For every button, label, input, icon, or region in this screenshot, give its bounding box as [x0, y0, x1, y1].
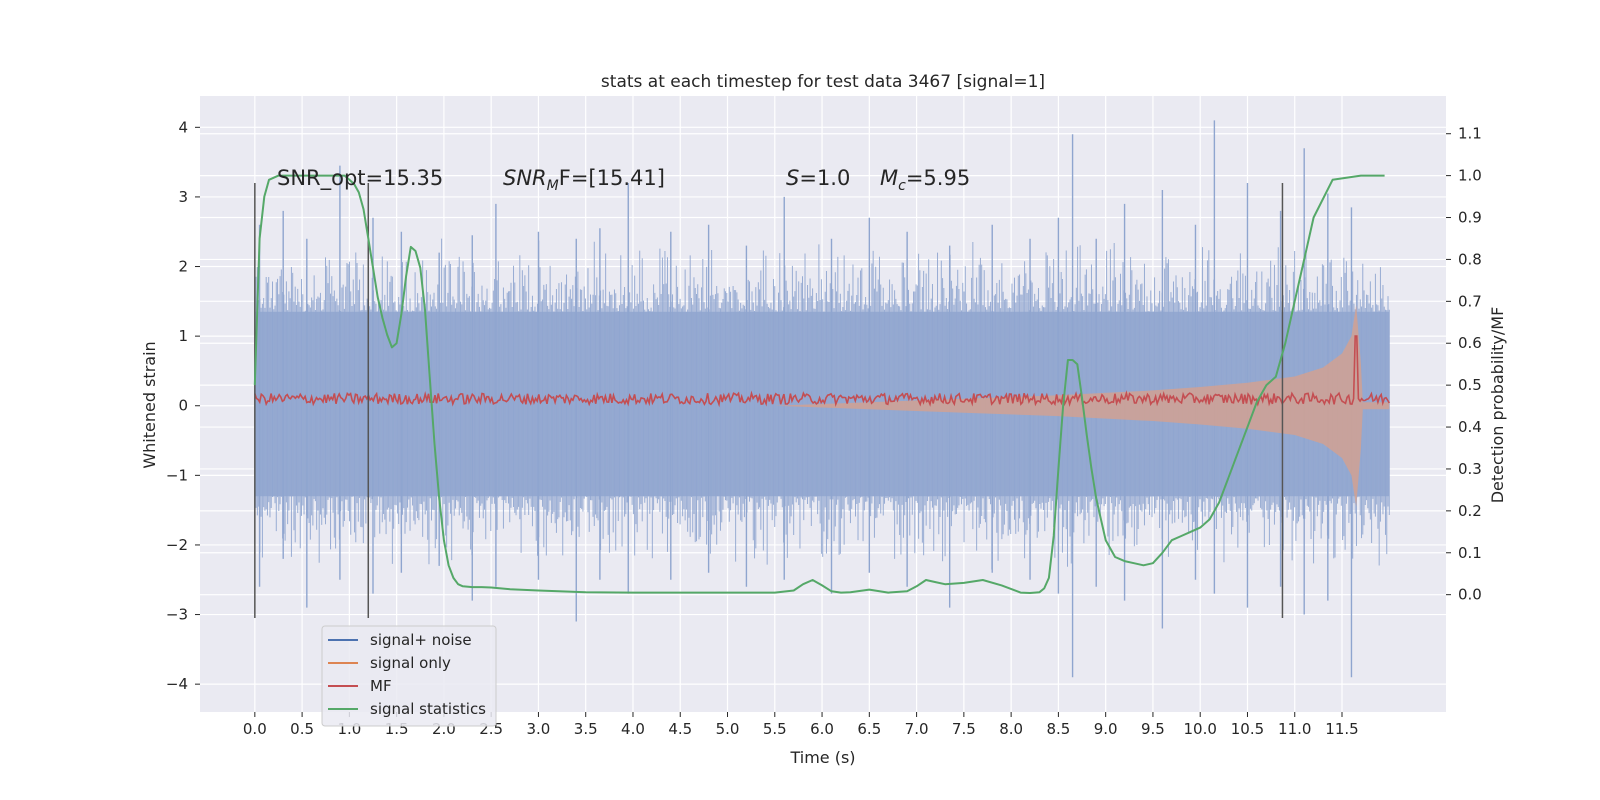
right-y-ticks: 1.1 1.0 0.9 0.8 0.7 0.6 0.5 0.4 0.3 0.2 0.1 0.0 [1446, 125, 1482, 604]
x-tick-label: 11.5 [1325, 720, 1358, 738]
y-right-tick-label: 0.9 [1458, 209, 1482, 227]
signal-only-series [774, 304, 1390, 507]
mf-line [254, 335, 1390, 408]
y-right-tick-label: 0.1 [1458, 544, 1482, 562]
x-tick-label: 11.0 [1278, 720, 1311, 738]
y-right-tick-label: 0.5 [1458, 376, 1482, 394]
x-tick-label: 7.0 [905, 720, 929, 738]
legend-label-signal-only: signal only [370, 654, 451, 672]
x-tick-label: 6.5 [857, 720, 881, 738]
y-axis-label-right: Detection probability/MF [1488, 307, 1507, 504]
y-tick-label: −2 [166, 536, 188, 554]
y-tick-label: 4 [178, 118, 188, 136]
x-ticks: 0.0 0.5 1.0 1.5 2.0 2.5 3.0 3.5 4.0 4.5 5.0 5.5 6.0 6… [243, 712, 1359, 738]
x-tick-label: 10.5 [1231, 720, 1264, 738]
x-tick-label: 8.5 [1046, 720, 1070, 738]
legend-label-mf: MF [370, 677, 392, 695]
x-tick-label: 8.0 [999, 720, 1023, 738]
annotation-snr-opt: SNR_opt=15.35 [277, 166, 443, 191]
y-tick-label: 2 [178, 258, 188, 276]
y-tick-label: −3 [166, 606, 188, 624]
legend-label-signal-statistics: signal statistics [370, 700, 486, 718]
x-tick-label: 0.0 [243, 720, 267, 738]
x-tick-label: 3.5 [574, 720, 598, 738]
legend: signal+ noise signal only MF signal stat… [321, 625, 497, 727]
signal-statistics-series [253, 174, 1385, 594]
left-y-ticks: 4 3 2 1 0 −1 −2 −3 −4 [166, 118, 200, 693]
y-right-tick-label: 0.8 [1458, 250, 1482, 268]
y-right-tick-label: 0.2 [1458, 502, 1482, 520]
annotation-mc: Mc=5.95 [880, 166, 970, 194]
x-tick-label: 9.5 [1141, 720, 1165, 738]
signal-statistics-line [253, 174, 1385, 594]
x-axis-label: Time (s) [789, 748, 855, 767]
y-right-tick-label: 0.3 [1458, 460, 1482, 478]
y-tick-label: 1 [178, 327, 188, 345]
annotation-s: S=1.0 [786, 166, 850, 190]
x-tick-label: 4.5 [668, 720, 692, 738]
y-right-tick-label: 0.6 [1458, 334, 1482, 352]
signal-only-envelope [774, 304, 1363, 507]
mf-series [254, 335, 1390, 408]
y-right-tick-label: 1.1 [1458, 125, 1482, 143]
y-tick-label: 0 [178, 397, 188, 415]
y-axis-label: Whitened strain [140, 341, 159, 468]
x-tick-label: 9.0 [1094, 720, 1118, 738]
x-tick-label: 7.5 [952, 720, 976, 738]
x-tick-label: 6.0 [810, 720, 834, 738]
legend-box [321, 625, 497, 727]
y-right-tick-label: 0.7 [1458, 292, 1482, 310]
x-tick-label: 10.0 [1184, 720, 1217, 738]
annotation-snr-mf: SNRMF=[15.41] [503, 166, 665, 194]
y-right-tick-label: 1.0 [1458, 167, 1482, 185]
x-tick-label: 0.5 [290, 720, 314, 738]
legend-label-signal-noise: signal+ noise [370, 631, 472, 649]
y-tick-label: −1 [166, 466, 188, 484]
signal-only-tail [1362, 402, 1390, 410]
x-tick-label: 3.0 [527, 720, 551, 738]
x-tick-label: 5.0 [716, 720, 740, 738]
y-tick-label: 3 [178, 188, 188, 206]
x-tick-label: 5.5 [763, 720, 787, 738]
y-tick-label: −4 [166, 675, 188, 693]
y-right-tick-label: 0.4 [1458, 418, 1482, 436]
y-right-tick-label: 0.0 [1458, 586, 1482, 604]
x-tick-label: 4.0 [621, 720, 645, 738]
chart-title: stats at each timestep for test data 346… [601, 72, 1045, 92]
vertical-markers [254, 183, 1284, 619]
